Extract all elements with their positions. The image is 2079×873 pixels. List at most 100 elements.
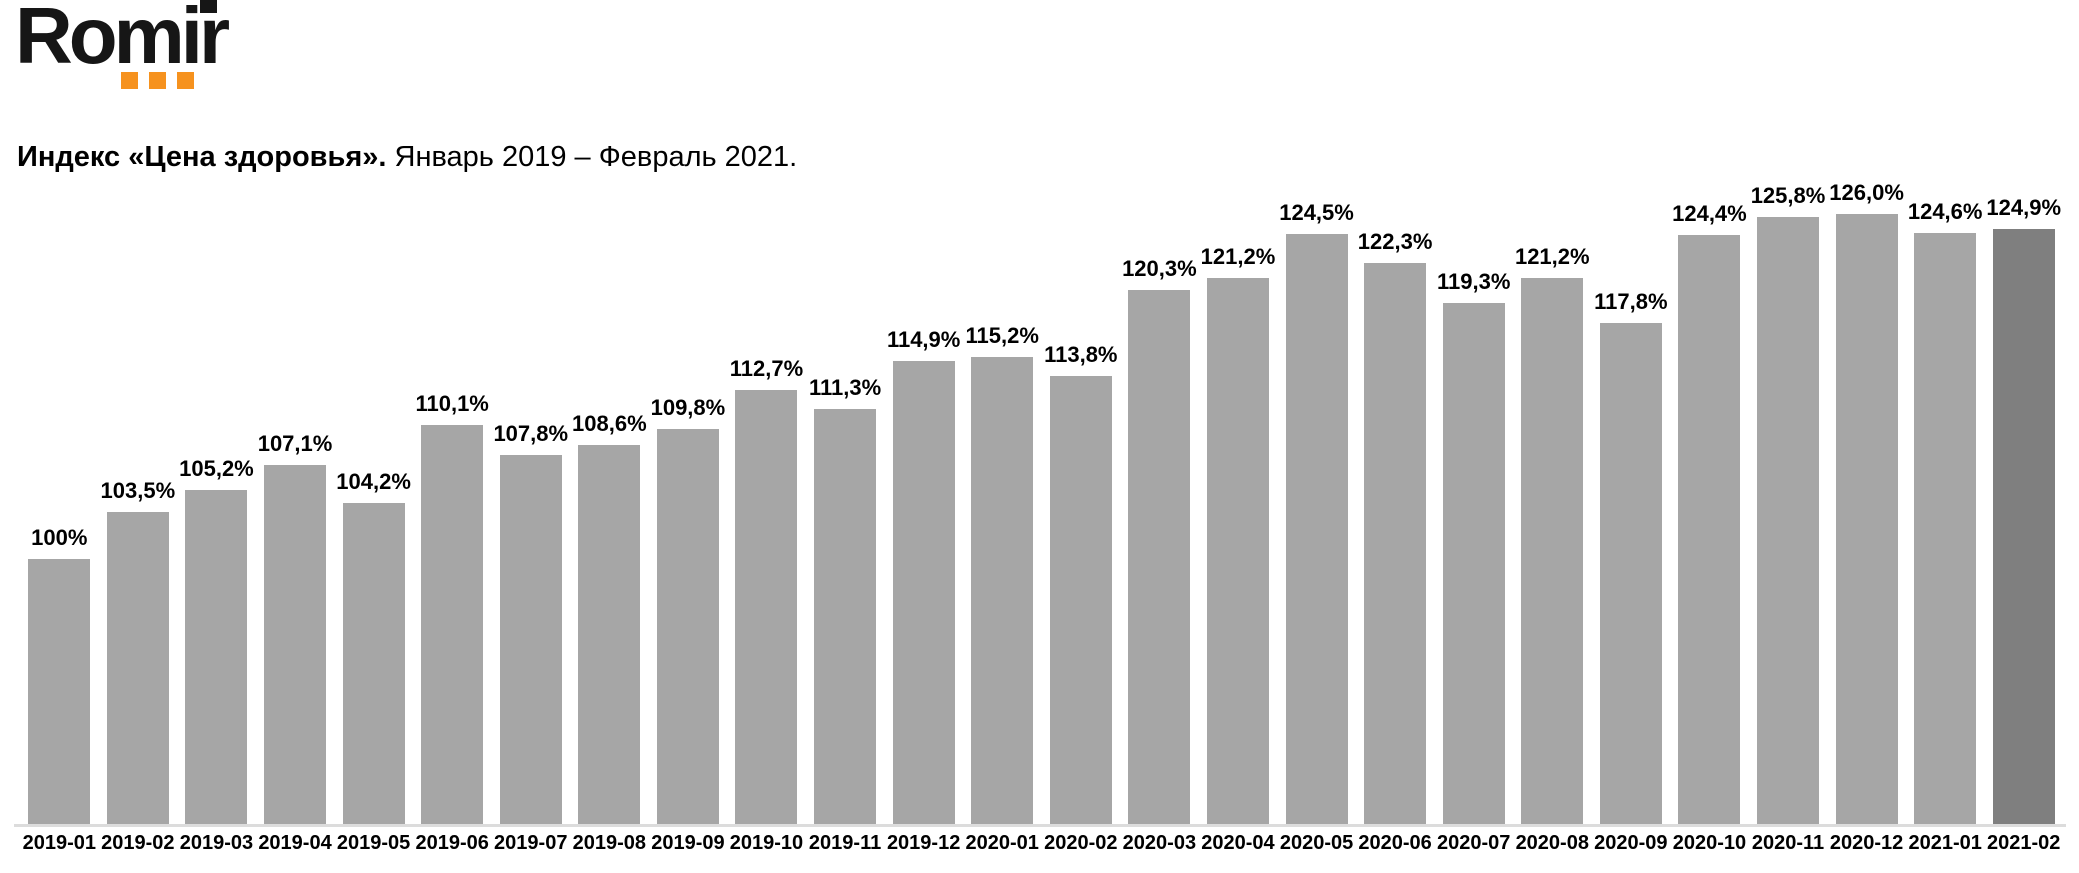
bar-value-label: 105,2% xyxy=(179,456,254,481)
bar-2020-01 xyxy=(971,357,1034,824)
romir-logo-orange-squares xyxy=(121,72,194,89)
bar-column: 100% xyxy=(20,0,99,824)
bar-2021-01 xyxy=(1914,233,1977,824)
bar-value-label: 122,3% xyxy=(1357,229,1433,254)
x-axis-label: 2020-09 xyxy=(1594,832,1668,854)
bar-column: 109,8% xyxy=(649,0,728,824)
romir-logo-i-dot xyxy=(200,0,217,13)
bar-2019-02 xyxy=(106,512,169,824)
bar-value-label: 124,4% xyxy=(1672,201,1747,226)
bar-column: 114,9% xyxy=(884,0,963,824)
logo-orange-square xyxy=(177,72,194,89)
bar-column: 107,1% xyxy=(256,0,335,824)
bar-2019-10 xyxy=(735,390,798,824)
bar-2020-03 xyxy=(1128,290,1191,824)
x-axis-labels: 2019-01 2019-02 2019-03 2019-04 2019-05 2019-… xyxy=(20,832,2063,855)
x-axis-label: 2020-12 xyxy=(1829,832,1904,854)
x-axis-label: 2020-07 xyxy=(1436,832,1511,854)
bar-2020-10 xyxy=(1678,235,1741,824)
bar-column: 107,8% xyxy=(491,0,570,824)
bar-value-label: 107,1% xyxy=(257,431,333,456)
bar-value-label: 112,7% xyxy=(729,356,804,381)
bar-value-label: 124,9% xyxy=(1986,195,2062,220)
bar-value-label: 115,2% xyxy=(965,323,1039,348)
bar-column: 104,2% xyxy=(334,0,413,824)
bar-value-label: 113,8% xyxy=(1044,342,1118,367)
bar-column: 124,4% xyxy=(1670,0,1749,824)
bar-2019-03 xyxy=(185,490,248,824)
x-axis-label: 2020-10 xyxy=(1672,832,1747,854)
x-axis-label: 2019-01 xyxy=(22,832,96,854)
bar-value-label: 120,3% xyxy=(1122,256,1197,281)
x-axis-label: 2019-05 xyxy=(336,832,411,854)
bar-2020-07 xyxy=(1442,303,1505,824)
bar-column: 124,5% xyxy=(1277,0,1356,824)
bar-2019-06 xyxy=(421,425,484,824)
bar-value-label: 100% xyxy=(31,525,88,550)
bar-2019-11 xyxy=(814,409,877,824)
bar-column: 112,7% xyxy=(727,0,806,824)
x-axis-line xyxy=(14,824,2066,827)
bar-2020-02 xyxy=(1049,376,1112,824)
x-axis-label: 2019-03 xyxy=(179,832,254,854)
romir-logo-text: Romir xyxy=(15,0,230,80)
bar-value-label: 104,2% xyxy=(336,469,411,494)
bar-value-label: 111,3% xyxy=(808,375,882,400)
x-axis-label: 2021-02 xyxy=(1987,832,2061,854)
bar-value-label: 107,8% xyxy=(493,421,569,446)
bar-2020-11 xyxy=(1757,217,1819,824)
bar-2020-04 xyxy=(1206,278,1269,824)
romir-logo: Romir xyxy=(15,0,275,100)
x-axis-label: 2019-11 xyxy=(808,832,882,854)
bar-2019-04 xyxy=(264,465,327,824)
bar-value-label: 119,3% xyxy=(1436,269,1511,294)
bar-column: 120,3% xyxy=(1120,0,1199,824)
x-axis-label: 2020-08 xyxy=(1515,832,1589,854)
bar-value-label: 126,0% xyxy=(1829,180,1904,205)
bar-column: 111,3% xyxy=(806,0,885,824)
bar-2019-07 xyxy=(499,455,562,824)
x-axis-label: 2020-06 xyxy=(1358,832,1432,854)
bar-column: 117,8% xyxy=(1592,0,1671,824)
bar-column: 103,5% xyxy=(99,0,178,824)
bar-column: 105,2% xyxy=(177,0,256,824)
bar-2020-05 xyxy=(1285,234,1348,824)
bar-column: 125,8% xyxy=(1749,0,1828,824)
bar-column: 113,8% xyxy=(1042,0,1121,824)
bar-column: 108,6% xyxy=(570,0,649,824)
bar-2020-06 xyxy=(1364,263,1427,824)
bar-value-label: 108,6% xyxy=(572,411,647,436)
bar-2019-01 xyxy=(28,559,91,824)
x-axis-label: 2020-01 xyxy=(965,832,1039,854)
bar-2020-09 xyxy=(1599,323,1662,824)
x-axis-label: 2020-04 xyxy=(1201,832,1275,854)
bar-value-label: 114,9% xyxy=(886,327,961,352)
x-axis-label: 2019-10 xyxy=(729,832,804,854)
bar-column: 110,1% xyxy=(413,0,492,824)
bar-2019-12 xyxy=(892,361,955,824)
logo-orange-square xyxy=(121,72,138,89)
bar-column: 122,3% xyxy=(1356,0,1435,824)
x-axis-label: 2020-05 xyxy=(1279,832,1354,854)
bar-column: 115,2% xyxy=(963,0,1042,824)
x-axis-label: 2019-07 xyxy=(494,832,568,854)
x-axis-label: 2021-01 xyxy=(1908,832,1982,854)
chart-title-line: Индекс «Цена здоровья». Январь 2019 – Фе… xyxy=(17,138,797,176)
bar-value-label: 124,5% xyxy=(1279,200,1354,225)
bar-column: 126,0% xyxy=(1827,0,1906,824)
x-axis-label: 2019-02 xyxy=(101,832,175,854)
bar-2019-09 xyxy=(656,429,719,824)
bar-value-label: 121,2% xyxy=(1514,244,1590,269)
bar-2020-08 xyxy=(1521,278,1584,824)
x-axis-label: 2020-03 xyxy=(1122,832,1197,854)
x-axis-label: 2019-12 xyxy=(886,832,961,854)
x-axis-label: 2020-02 xyxy=(1044,832,1118,854)
bar-value-label: 109,8% xyxy=(650,395,726,420)
bar-column: 119,3% xyxy=(1434,0,1513,824)
bar-column: 124,9% xyxy=(1984,0,2063,824)
bar-2019-05 xyxy=(342,503,405,824)
bar-2019-08 xyxy=(578,445,641,824)
bar-value-label: 124,6% xyxy=(1907,199,1983,224)
bar-column: 124,6% xyxy=(1906,0,1985,824)
